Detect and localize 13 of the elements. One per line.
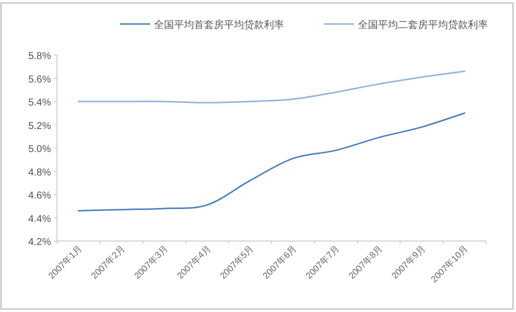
y-tick-label: 4.2% [28,237,52,248]
legend-label: 全国平均二套房平均贷款利率 [358,19,488,31]
line-series [78,112,466,212]
y-tick-label: 4.4% [28,214,52,225]
legend-label: 全国平均首套房平均贷款利率 [154,19,284,31]
y-tick-label: 5.0% [28,144,52,155]
y-tick-label: 5.4% [28,98,52,108]
y-tick-label: 4.6% [28,190,52,202]
y-tick-label: 5.8% [28,51,52,62]
y-tick-label: 4.8% [28,167,52,178]
line-series [78,70,466,104]
y-tick-label: 5.2% [28,120,52,132]
y-tick-label: 5.6% [28,74,52,86]
